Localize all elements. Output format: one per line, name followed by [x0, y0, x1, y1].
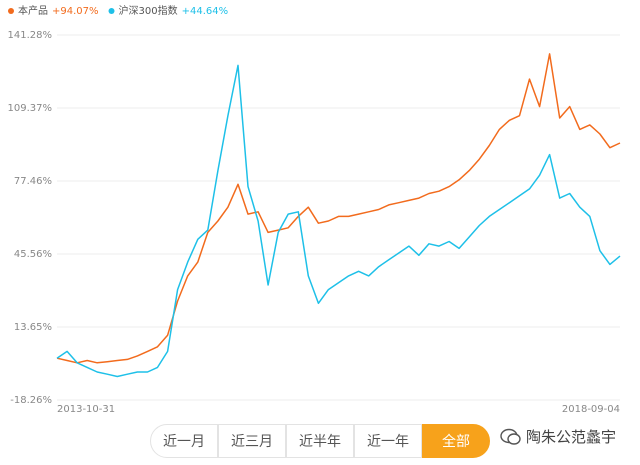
y-tick-label: 141.28% — [8, 30, 53, 41]
watermark: 陶朱公范蠡宇 — [500, 426, 616, 447]
series-line — [56, 64, 621, 378]
y-tick-label: -18.26% — [10, 395, 52, 406]
x-tick-label: 2018-09-04 — [562, 404, 620, 415]
watermark-text: 陶朱公范蠡宇 — [526, 428, 617, 446]
x-tick-label: 2013-10-31 — [57, 404, 115, 415]
range-button[interactable]: 近三月 — [218, 424, 286, 458]
y-tick-label: 13.65% — [14, 322, 52, 333]
legend-marker — [8, 8, 14, 14]
range-button[interactable]: 近一月 — [150, 424, 218, 458]
series-line — [56, 53, 621, 364]
range-button[interactable]: 全部 — [422, 424, 490, 458]
legend-change: +44.64% — [182, 6, 229, 17]
legend-label: 本产品 — [18, 4, 48, 17]
legend-marker — [108, 8, 115, 14]
legend-change: +94.07% — [52, 6, 99, 17]
y-tick-label: 45.56% — [14, 249, 52, 260]
y-tick-label: 109.37% — [8, 103, 53, 114]
legend-item: 沪深300指数 +44.64% — [108, 4, 229, 17]
range-button[interactable]: 近一年 — [354, 424, 422, 458]
legend-item: 本产品 +94.07% — [8, 4, 99, 17]
wechat-icon — [500, 428, 521, 445]
range-button[interactable]: 近半年 — [286, 424, 354, 458]
y-tick-label: 77.46% — [14, 176, 52, 187]
legend-label: 沪深300指数 — [119, 4, 178, 17]
